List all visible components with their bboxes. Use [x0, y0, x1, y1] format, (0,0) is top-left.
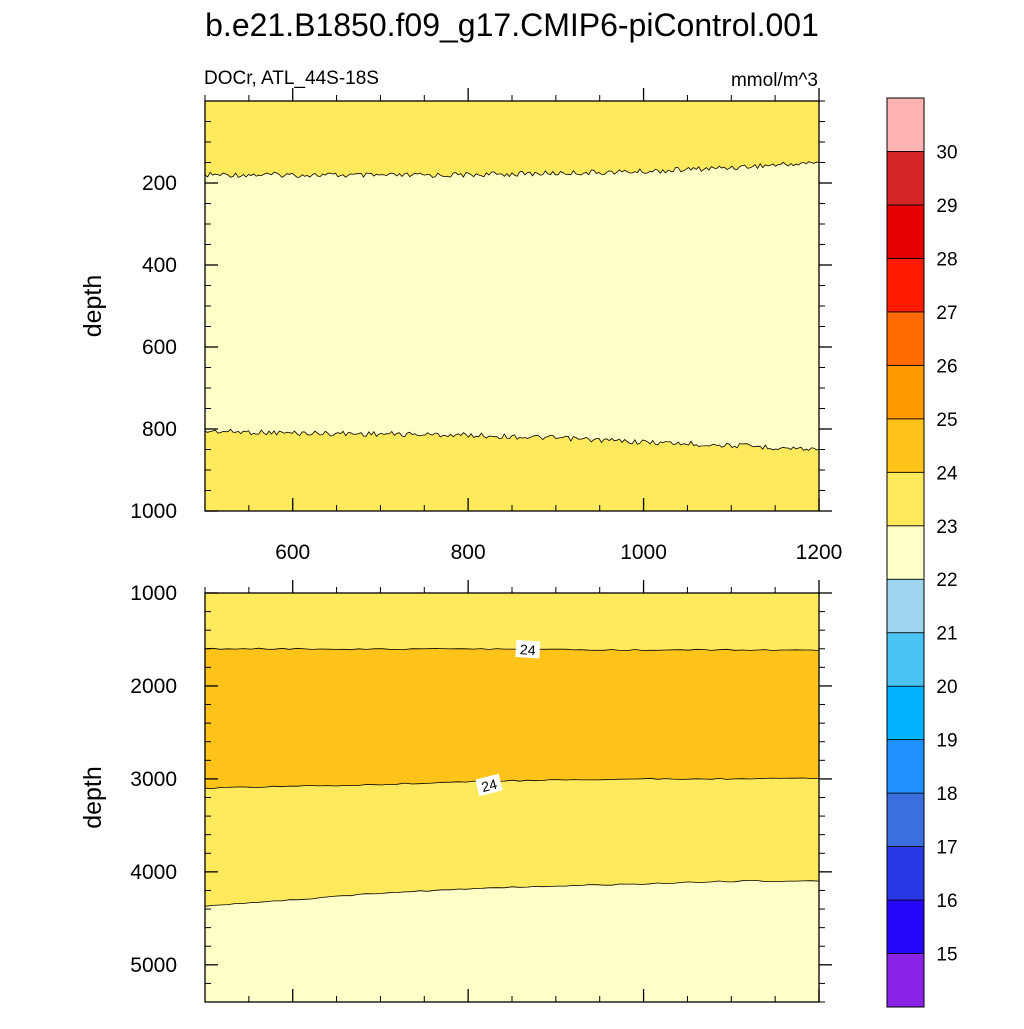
y-axis-label: depth	[79, 766, 107, 829]
fill-band-23-24	[205, 777, 819, 907]
colorbar-label: 29	[936, 196, 957, 217]
x-tick-label: 1000	[620, 541, 667, 564]
colorbar-label: 20	[936, 677, 957, 698]
svg-text:24: 24	[519, 641, 536, 658]
units-label: mmol/m^3	[731, 70, 818, 91]
colorbar-swatch	[886, 578, 925, 634]
colorbar-swatch	[886, 471, 925, 527]
fill-band-23-24	[205, 101, 819, 178]
contour-label: 24	[515, 639, 541, 659]
contour-line-24	[204, 647, 820, 652]
colorbar-label: 30	[936, 142, 957, 163]
fill-band-23-24	[205, 593, 819, 651]
y-tick-label: 600	[142, 336, 177, 359]
contour-line-23	[204, 161, 820, 178]
contour-line-23	[204, 428, 820, 451]
x-tick-label: 800	[451, 541, 486, 564]
colorbar-label: 21	[936, 624, 957, 645]
x-tick-label: 1200	[796, 541, 843, 564]
y-tick-label: 2000	[130, 675, 177, 698]
colorbar-swatch	[886, 792, 925, 847]
colorbar-label: 26	[936, 356, 957, 377]
contour-line-23	[204, 880, 820, 907]
colorbar-label: 25	[936, 410, 957, 431]
colorbar-swatch	[886, 151, 925, 206]
chart-title: b.e21.B1850.f09_g17.CMIP6-piControl.001	[205, 7, 819, 43]
lower-panel: 24 24 1000 2000 3000 4000 5000 depth	[79, 580, 832, 1003]
x-tick-label: 600	[275, 541, 310, 564]
colorbar-label: 19	[936, 731, 957, 752]
y-tick-label: 400	[142, 254, 177, 277]
colorbar-swatch	[886, 685, 925, 741]
colorbar-swatch	[886, 846, 925, 901]
y-tick-label: 5000	[130, 954, 177, 977]
colorbar-swatch	[886, 525, 925, 580]
contour-line-24	[204, 777, 820, 790]
colorbar-swatch	[886, 311, 925, 366]
colorbar-swatch	[886, 204, 925, 259]
y-tick-label: 200	[142, 172, 177, 195]
y-tick-label: 1000	[130, 500, 177, 523]
fill-band-23-24	[205, 429, 819, 511]
variable-region-label: DOCr, ATL_44S-18S	[204, 68, 379, 89]
colorbar-label: 22	[936, 570, 957, 591]
upper-panel: 600 800 1000 1200 200 400 600 800 1000 depth	[79, 88, 842, 564]
fill-band-24-25	[205, 648, 819, 789]
fill-band-22-23	[205, 161, 819, 451]
y-tick-label: 3000	[130, 768, 177, 791]
y-tick-label: 800	[142, 418, 177, 441]
colorbar-swatch	[886, 899, 925, 954]
svg-text:24: 24	[480, 776, 499, 795]
fill-band-22-23	[205, 880, 819, 1002]
colorbar-swatch	[886, 258, 925, 313]
colorbar: 15 16 17 18 19 20 21 22 23 24 25 26 27 28 29 30	[886, 97, 958, 1008]
colorbar-swatch	[886, 364, 925, 420]
contour-label: 24	[475, 773, 503, 797]
y-axis-label: depth	[79, 275, 107, 338]
colorbar-swatch	[886, 632, 925, 687]
colorbar-label: 18	[936, 784, 957, 805]
y-tick-label: 4000	[130, 861, 177, 884]
colorbar-label: 16	[936, 891, 957, 912]
y-tick-label: 1000	[130, 582, 177, 605]
colorbar-label: 17	[936, 838, 957, 859]
colorbar-frame	[886, 97, 925, 1008]
colorbar-swatch	[886, 739, 925, 794]
colorbar-swatch	[886, 97, 925, 152]
colorbar-swatch	[886, 953, 925, 1008]
colorbar-label: 15	[936, 945, 957, 966]
colorbar-swatch	[886, 418, 925, 473]
colorbar-label: 28	[936, 249, 957, 270]
colorbar-label: 23	[936, 517, 957, 538]
colorbar-label: 24	[936, 463, 958, 484]
colorbar-label: 27	[936, 303, 957, 324]
